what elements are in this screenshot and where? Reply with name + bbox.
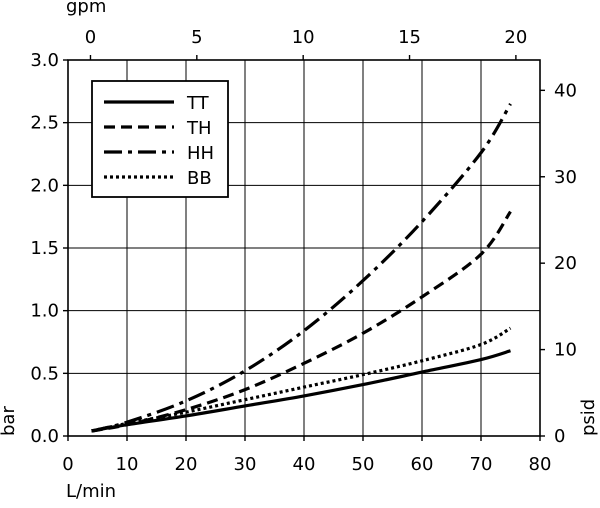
y-tick-label: 2.5: [30, 113, 59, 134]
series-line-bb: [91, 326, 512, 433]
right-tick-label: 40: [554, 80, 577, 101]
right-tick-label: 30: [554, 167, 577, 188]
y-tick-label: 0.0: [30, 426, 59, 447]
right-axis-label: psid: [578, 399, 599, 436]
x-tick-label: 30: [234, 454, 257, 475]
x-tick-label: 40: [293, 454, 316, 475]
right-tick-label: 0: [554, 426, 565, 447]
x-tick-label: 80: [529, 454, 552, 475]
tick-layer: 0 10 20 30 40 50 60 70 800 5 10 15 200.00.51.01.52.0…: [30, 27, 577, 475]
y-axis-label: bar: [0, 406, 19, 436]
series-line-th: [91, 210, 512, 433]
legend-label-bb: BB: [187, 168, 212, 189]
top-tick-label: 20: [504, 27, 527, 48]
y-tick-label: 3.0: [30, 50, 59, 71]
x-tick-label: 20: [175, 454, 198, 475]
series-line-tt: [91, 349, 511, 433]
top-tick-label: 10: [292, 27, 315, 48]
series-layer: [91, 103, 512, 433]
right-tick-label: 20: [554, 253, 577, 274]
series-line-hh: [91, 103, 512, 433]
x-tick-label: 70: [470, 454, 493, 475]
x-tick-label: 60: [411, 454, 434, 475]
right-tick-label: 10: [554, 340, 577, 361]
legend-label-th: TH: [186, 118, 212, 139]
x-tick-label: 50: [352, 454, 375, 475]
x-tick-label: 10: [116, 454, 139, 475]
top-tick-label: 15: [398, 27, 421, 48]
top-axis-label: gpm: [66, 0, 106, 17]
y-tick-label: 2.0: [30, 175, 59, 196]
y-tick-label: 0.5: [30, 363, 59, 384]
x-tick-label: 0: [62, 454, 73, 475]
x-axis-label: L/min: [66, 481, 116, 502]
y-tick-label: 1.0: [30, 301, 59, 322]
top-tick-label: 0: [85, 27, 96, 48]
legend: TT TH HH BB: [91, 80, 229, 198]
legend-label-hh: HH: [187, 143, 214, 164]
legend-label-tt: TT: [186, 93, 210, 114]
y-tick-label: 1.5: [30, 238, 59, 259]
top-tick-label: 5: [191, 27, 202, 48]
